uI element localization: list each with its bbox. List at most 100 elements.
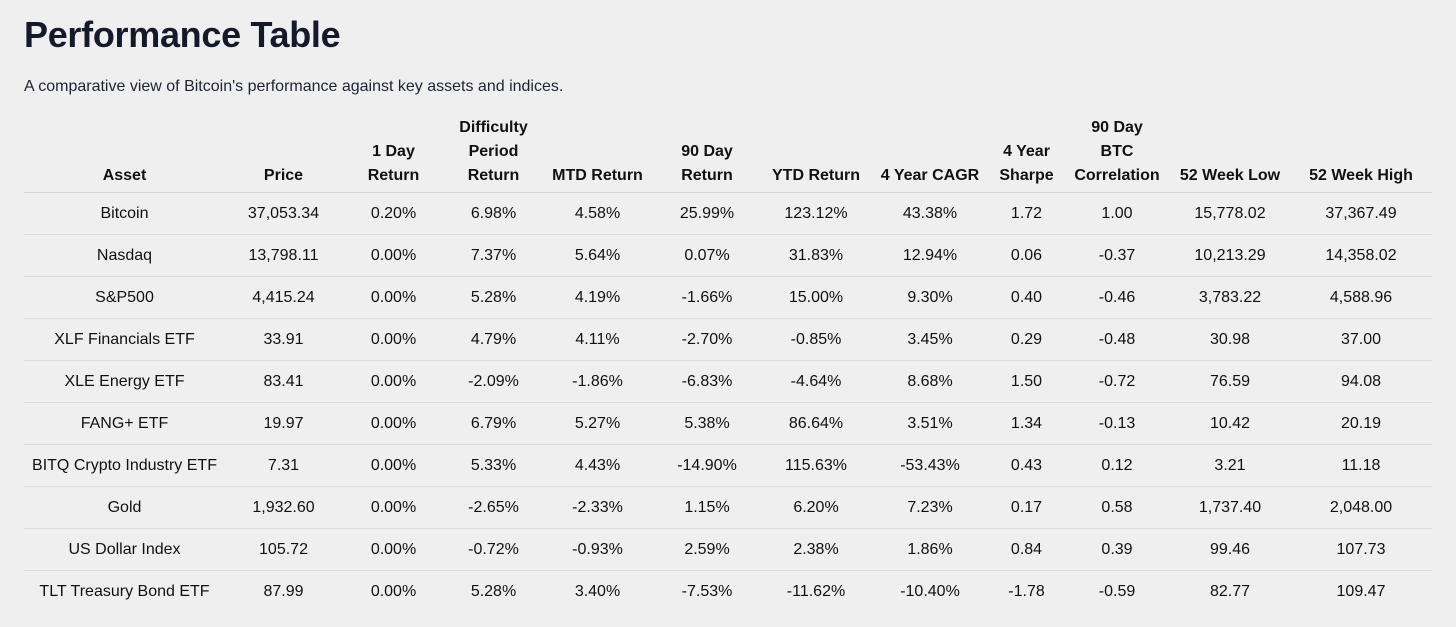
cell-price: 83.41	[225, 360, 342, 403]
table-row: Nasdaq 13,798.11 0.00% 7.37% 5.64% 0.07% 31.83…	[24, 234, 1432, 277]
cell-day1: 0.00%	[342, 276, 445, 319]
cell-price: 33.91	[225, 318, 342, 361]
column-header-line: 52 Week High	[1309, 167, 1413, 184]
cell-mtd: 5.64%	[542, 234, 653, 277]
cell-price: 1,932.60	[225, 486, 342, 529]
cell-day90: -7.53%	[681, 582, 733, 600]
table-row: XLE Energy ETF 83.41 0.00% -2.09% -1.86% -6.8…	[24, 360, 1432, 403]
cell-asset: XLE Energy ETF	[24, 360, 225, 403]
cell-high52: 4,588.96	[1290, 276, 1432, 319]
cell-asset: XLF Financials ETF	[24, 318, 225, 361]
column-header-line: Correlation	[1074, 167, 1160, 184]
column-header-line: YTD Return	[772, 167, 860, 184]
cell-btc-corr: -0.13	[1064, 402, 1170, 445]
cell-difficulty: -2.09%	[445, 360, 542, 403]
cell-sharpe4y: 0.40	[989, 276, 1064, 319]
cell-low52: 10,213.29	[1170, 234, 1290, 277]
cell-price: 7.31	[225, 444, 342, 487]
cell-cagr4y: 7.23%	[871, 486, 989, 529]
cell-ytd: 115.63%	[761, 444, 871, 487]
cell-day1: 0.00%	[370, 582, 417, 600]
column-header-line: Sharpe	[999, 167, 1054, 184]
cell-day1: 0.00%	[342, 528, 445, 571]
column-header-line: Difficulty	[459, 119, 528, 136]
cell-price: 4,415.24	[225, 276, 342, 319]
cell-price: 19.97	[225, 402, 342, 445]
cell-ytd: -4.64%	[761, 360, 871, 403]
cell-high52: 109.47	[1336, 582, 1386, 600]
cell-btc-corr: -0.48	[1064, 318, 1170, 361]
cell-ytd: 123.12%	[761, 192, 871, 235]
cell-price: 13,798.11	[225, 234, 342, 277]
column-header-line: BTC	[1100, 143, 1134, 160]
cell-ytd: 15.00%	[761, 276, 871, 319]
cell-mtd: 4.19%	[542, 276, 653, 319]
cell-btc-corr: 1.00	[1064, 192, 1170, 235]
cell-sharpe4y: 1.34	[989, 402, 1064, 445]
cell-mtd: -2.33%	[542, 486, 653, 529]
cell-mtd: 4.43%	[542, 444, 653, 487]
column-header-price: Price	[225, 116, 342, 193]
column-header-line: Return	[467, 167, 520, 184]
cell-difficulty: 5.33%	[445, 444, 542, 487]
cell-ytd: 31.83%	[761, 234, 871, 277]
table-row: S&P500 4,415.24 0.00% 5.28% 4.19% -1.66% 15.00…	[24, 276, 1432, 319]
cell-asset: US Dollar Index	[24, 528, 225, 571]
page-subtitle: A comparative view of Bitcoin's performa…	[24, 78, 564, 95]
cell-difficulty: 5.28%	[470, 582, 517, 600]
cell-mtd: 5.27%	[542, 402, 653, 445]
table-row: FANG+ ETF 19.97 0.00% 6.79% 5.27% 5.38% 86.64%…	[24, 402, 1432, 445]
cell-high52: 2,048.00	[1290, 486, 1432, 529]
cell-asset: S&P500	[24, 276, 225, 319]
cell-high52: 107.73	[1290, 528, 1432, 571]
cell-day1: 0.00%	[342, 318, 445, 361]
column-header-52-week-high: 52 Week High	[1290, 116, 1432, 193]
cell-day90: 2.59%	[653, 528, 761, 571]
cell-day1: 0.00%	[342, 402, 445, 445]
column-header-4-year-cagr: 4 Year CAGR	[871, 116, 989, 193]
column-header-line: Asset	[102, 167, 147, 184]
column-header-difficulty-period-return: Difficulty Period Return	[445, 116, 542, 193]
cell-price: 105.72	[225, 528, 342, 571]
cell-low52: 99.46	[1170, 528, 1290, 571]
cell-low52: 82.77	[1209, 582, 1251, 600]
cell-high52: 37,367.49	[1290, 192, 1432, 235]
cell-mtd: 3.40%	[574, 582, 621, 600]
table-row: XLF Financials ETF 33.91 0.00% 4.79% 4.11% -2…	[24, 318, 1432, 361]
column-header-line: Period	[468, 143, 519, 160]
column-header-line: 4 Year CAGR	[880, 167, 980, 184]
cell-difficulty: 6.98%	[445, 192, 542, 235]
cell-cagr4y: 8.68%	[871, 360, 989, 403]
cell-btc-corr: -0.37	[1064, 234, 1170, 277]
cell-low52: 15,778.02	[1170, 192, 1290, 235]
cell-day1: 0.00%	[342, 234, 445, 277]
cell-cagr4y: 12.94%	[871, 234, 989, 277]
cell-btc-corr: -0.46	[1064, 276, 1170, 319]
cell-day90: 1.15%	[653, 486, 761, 529]
cell-day1: 0.00%	[342, 360, 445, 403]
column-header-line: MTD Return	[552, 167, 643, 184]
cell-btc-corr: 0.58	[1064, 486, 1170, 529]
cell-cagr4y: -53.43%	[871, 444, 989, 487]
column-header-1-day-return: 1 Day Return	[342, 116, 445, 193]
cell-day90: 25.99%	[653, 192, 761, 235]
column-header-line: 90 Day	[681, 143, 733, 160]
cell-asset: BITQ Crypto Industry ETF	[24, 444, 225, 487]
cell-sharpe4y: 0.43	[989, 444, 1064, 487]
cell-btc-corr: 0.39	[1064, 528, 1170, 571]
cell-price: 37,053.34	[225, 192, 342, 235]
column-header-line: 4 Year	[1003, 143, 1050, 160]
table-row: US Dollar Index 105.72 0.00% -0.72% -0.93% 2.…	[24, 528, 1432, 571]
column-header-asset: Asset	[24, 116, 225, 193]
cell-high52: 37.00	[1290, 318, 1432, 361]
cell-low52: 76.59	[1170, 360, 1290, 403]
cell-mtd: 4.11%	[542, 318, 653, 361]
table-row: Bitcoin 37,053.34 0.20% 6.98% 4.58% 25.99% 123…	[24, 192, 1432, 235]
cell-ytd: 2.38%	[761, 528, 871, 571]
cell-difficulty: 7.37%	[445, 234, 542, 277]
cell-asset: Nasdaq	[24, 234, 225, 277]
cell-btc-corr: -0.59	[1098, 582, 1136, 600]
column-header-52-week-low: 52 Week Low	[1170, 116, 1290, 193]
table-row: BITQ Crypto Industry ETF 7.31 0.00% 5.33% 4.…	[24, 444, 1432, 487]
cell-cagr4y: 9.30%	[871, 276, 989, 319]
